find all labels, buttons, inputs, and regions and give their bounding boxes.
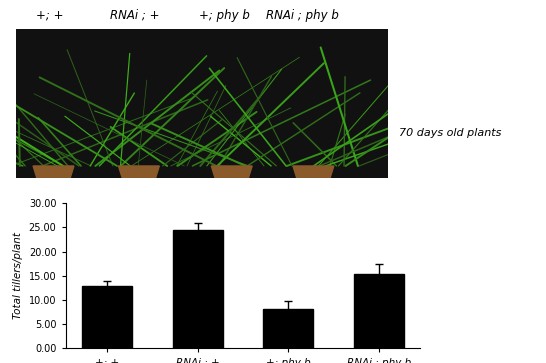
Polygon shape bbox=[118, 166, 159, 178]
Bar bbox=[354, 274, 404, 348]
Bar bbox=[263, 309, 313, 348]
Y-axis label: Total tillers/plant: Total tillers/plant bbox=[13, 232, 23, 319]
Text: RNAi ; +: RNAi ; + bbox=[110, 9, 160, 22]
Text: +; phy b: +; phy b bbox=[199, 9, 250, 22]
Text: RNAi ; phy b: RNAi ; phy b bbox=[266, 9, 339, 22]
Text: +; +: +; + bbox=[36, 9, 63, 22]
Text: 70 days old plants: 70 days old plants bbox=[399, 128, 501, 138]
Polygon shape bbox=[293, 166, 334, 178]
Polygon shape bbox=[211, 166, 252, 178]
Bar bbox=[82, 286, 132, 348]
Polygon shape bbox=[33, 166, 74, 178]
Bar bbox=[173, 230, 223, 348]
